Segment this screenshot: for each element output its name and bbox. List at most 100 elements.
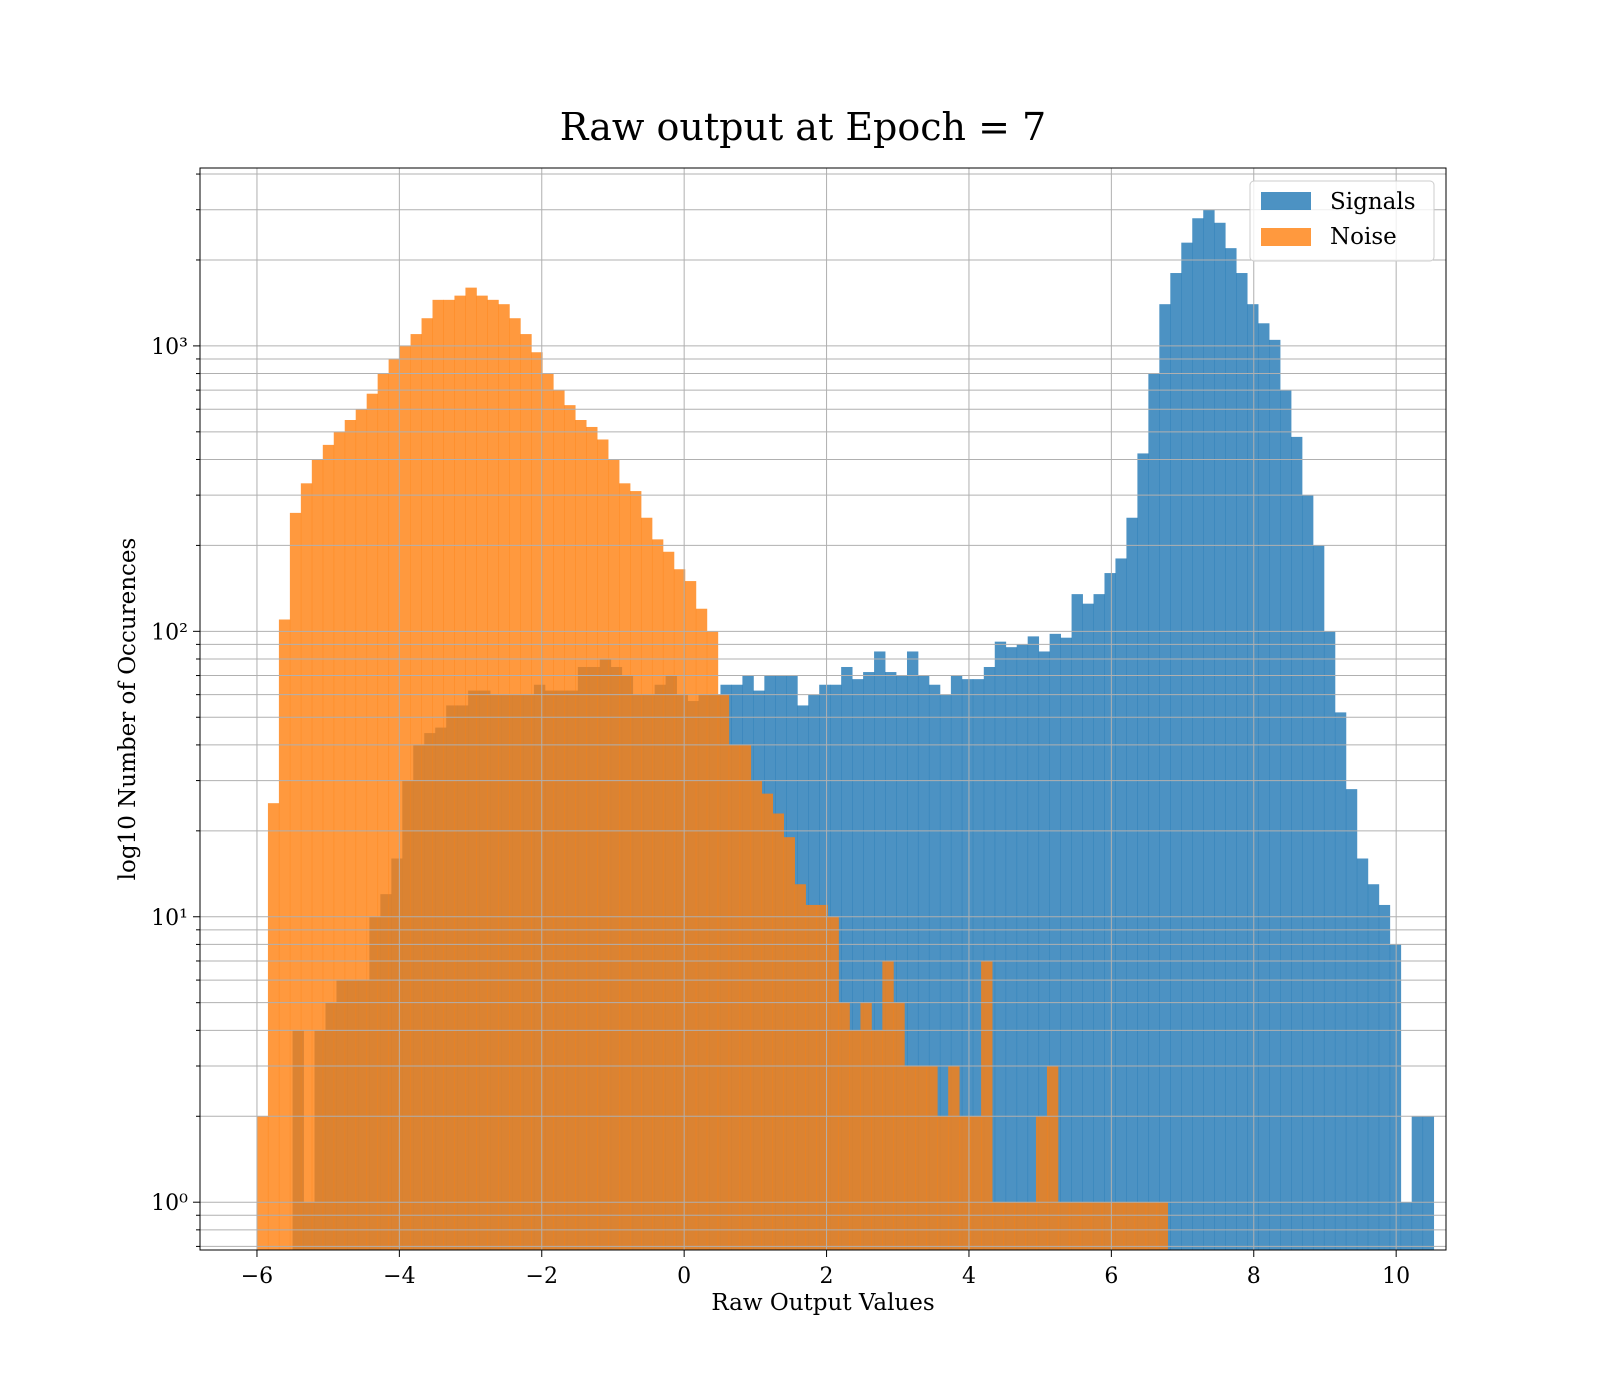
bar-noise xyxy=(1145,1202,1158,1250)
bar-signals xyxy=(1258,323,1270,1250)
legend: Signals Noise xyxy=(1249,180,1435,262)
bar-signals xyxy=(1137,453,1149,1250)
bar-noise xyxy=(871,1030,883,1250)
x-tick-label: 2 xyxy=(820,1264,834,1289)
bar-signals xyxy=(1016,644,1029,1250)
bar-signals xyxy=(1280,390,1292,1250)
bar-noise xyxy=(597,439,609,1250)
y-tick-label: 10³ xyxy=(151,335,188,360)
histogram-bars xyxy=(256,209,1435,1251)
bar-signals xyxy=(1159,304,1171,1250)
bar-noise xyxy=(476,295,488,1250)
bar-noise xyxy=(630,491,642,1251)
bar-signals xyxy=(841,666,853,1250)
bar-noise xyxy=(410,334,422,1251)
bar-noise xyxy=(377,373,390,1250)
bar-noise xyxy=(981,960,993,1250)
bar-noise xyxy=(1134,1202,1147,1250)
bar-noise xyxy=(465,287,477,1250)
bar-signals xyxy=(1214,222,1226,1250)
bar-noise xyxy=(509,318,521,1251)
bar-signals xyxy=(1389,944,1402,1250)
x-tick-label: −2 xyxy=(526,1264,558,1289)
bar-noise xyxy=(904,1066,916,1250)
bar-signals xyxy=(1378,904,1391,1250)
bar-signals xyxy=(917,675,930,1250)
bar-noise xyxy=(1024,1202,1037,1250)
bar-noise xyxy=(915,1066,927,1250)
bar-noise xyxy=(355,409,368,1251)
bar-signals xyxy=(1060,637,1072,1250)
bar-signals xyxy=(1236,273,1248,1250)
bar-noise xyxy=(827,916,839,1250)
bar-noise xyxy=(619,483,631,1251)
x-tick-label: 10 xyxy=(1382,1264,1410,1289)
bar-noise xyxy=(1057,1202,1070,1250)
bar-noise xyxy=(1035,1116,1048,1250)
bar-noise xyxy=(608,459,620,1251)
bar-signals xyxy=(1301,495,1314,1250)
bar-signals xyxy=(950,675,963,1250)
bar-noise xyxy=(838,1002,850,1250)
bar-signals xyxy=(1049,633,1061,1250)
bar-noise xyxy=(333,431,346,1250)
bar-signals xyxy=(1312,545,1325,1250)
bar-noise xyxy=(322,444,335,1250)
bar-noise xyxy=(849,1030,861,1250)
legend-swatch-noise xyxy=(1261,228,1311,246)
bar-noise xyxy=(564,405,576,1250)
bar-noise xyxy=(893,1002,905,1250)
bar-noise xyxy=(739,744,752,1250)
bar-noise xyxy=(1079,1202,1092,1250)
bar-signals xyxy=(961,679,974,1250)
bar-signals xyxy=(906,651,919,1250)
x-tick-label: 8 xyxy=(1247,1264,1261,1289)
bar-noise xyxy=(1014,1202,1026,1250)
bar-signals xyxy=(1170,273,1182,1250)
bar-signals xyxy=(1291,436,1303,1250)
bar-signals xyxy=(852,679,864,1250)
bar-noise xyxy=(542,373,554,1250)
bar-noise xyxy=(388,358,400,1251)
bar-signals xyxy=(983,666,996,1250)
x-axis-ticks: −6 −4 −2 0 2 4 6 8 10 xyxy=(241,1250,1410,1289)
bar-noise xyxy=(728,744,741,1250)
bar-noise xyxy=(970,1116,982,1250)
bar-noise xyxy=(421,318,433,1251)
bar-signals xyxy=(1071,594,1083,1250)
bar-noise xyxy=(959,1116,971,1250)
bar-noise xyxy=(1090,1202,1103,1250)
bar-signals xyxy=(1005,647,1018,1250)
bar-signals xyxy=(1203,209,1215,1251)
bar-noise xyxy=(487,299,499,1251)
grid-lines xyxy=(200,168,1446,1250)
bar-signals xyxy=(1126,517,1138,1250)
bar-noise xyxy=(399,345,411,1250)
bar-noise xyxy=(575,420,587,1250)
bar-noise xyxy=(937,1116,949,1250)
y-tick-label: 10² xyxy=(151,620,188,645)
bar-signals xyxy=(1422,1116,1435,1250)
bar-noise xyxy=(256,1116,269,1250)
bar-signals xyxy=(1192,218,1204,1250)
x-tick-label: 6 xyxy=(1104,1264,1118,1289)
bar-noise xyxy=(1101,1202,1114,1250)
bar-noise xyxy=(816,904,828,1250)
bar-signals xyxy=(1411,1116,1424,1250)
y-tick-label: 10⁰ xyxy=(151,1191,188,1216)
bar-signals xyxy=(939,694,952,1250)
bar-noise xyxy=(443,299,455,1251)
bar-noise xyxy=(344,420,357,1250)
bar-noise xyxy=(717,694,730,1250)
bar-signals xyxy=(874,651,886,1250)
bar-noise xyxy=(805,904,817,1250)
bar-signals xyxy=(1400,1202,1413,1250)
bar-noise xyxy=(882,960,894,1250)
bar-noise xyxy=(992,1202,1004,1250)
plot-frame xyxy=(199,167,1447,1251)
bar-noise xyxy=(366,393,379,1250)
bar-noise xyxy=(662,551,675,1250)
bar-noise xyxy=(531,352,543,1250)
legend-label-noise: Noise xyxy=(1330,224,1397,250)
